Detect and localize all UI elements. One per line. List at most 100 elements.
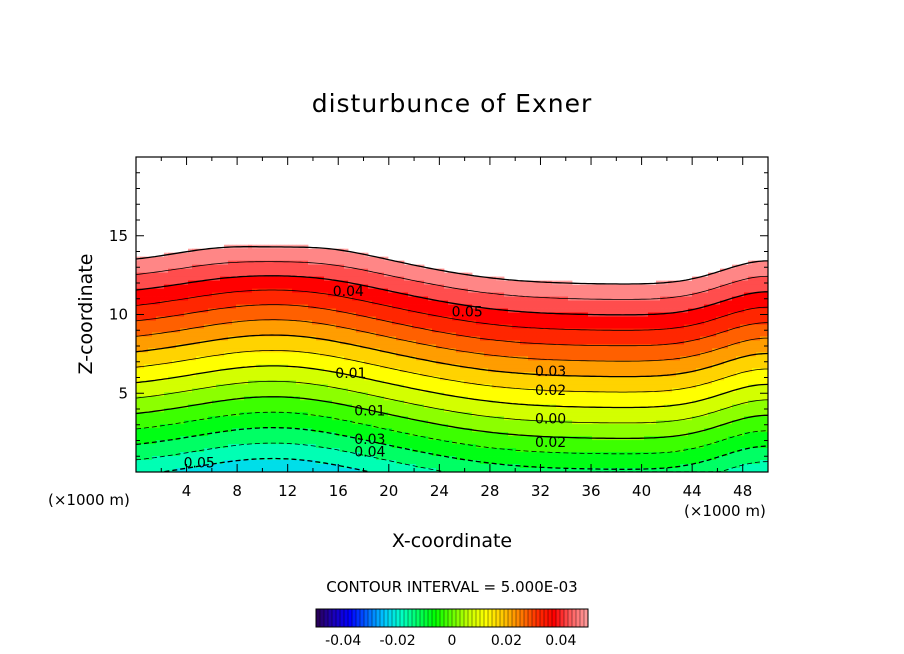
contour-fill-cell	[752, 360, 757, 365]
contour-fill-cell	[488, 380, 493, 385]
contour-fill-cell	[372, 324, 377, 329]
contour-fill-cell	[532, 304, 537, 309]
contour-fill-cell	[524, 312, 529, 317]
contour-fill-cell	[272, 360, 277, 365]
contour-fill-cell	[196, 288, 201, 293]
contour-fill-cell	[284, 280, 289, 285]
contour-fill-cell	[284, 356, 289, 361]
contour-fill-cell	[300, 344, 305, 349]
contour-fill-cell	[628, 332, 633, 337]
contour-fill-cell	[240, 348, 245, 353]
contour-fill-cell	[372, 288, 377, 293]
contour-fill-cell	[568, 308, 573, 313]
contour-fill-cell	[264, 336, 269, 341]
contour-fill-cell	[408, 352, 413, 357]
contour-fill-cell	[404, 308, 409, 313]
contour-fill-cell	[596, 340, 601, 345]
contour-fill-cell	[160, 304, 165, 309]
contour-fill-cell	[628, 336, 633, 341]
contour-fill-cell	[240, 340, 245, 345]
contour-fill-cell	[568, 364, 573, 369]
contour-fill-cell	[452, 356, 457, 361]
contour-fill-cell	[184, 312, 189, 317]
contour-fill-cell	[408, 304, 413, 309]
contour-fill-cell	[564, 332, 569, 337]
contour-fill-cell	[632, 300, 637, 305]
contour-fill-cell	[512, 288, 517, 293]
contour-fill-cell	[476, 352, 481, 357]
contour-fill-cell	[292, 280, 297, 285]
contour-fill-cell	[508, 312, 513, 317]
contour-fill-cell	[440, 344, 445, 349]
contour-fill-cell	[756, 356, 761, 361]
contour-fill-cell	[700, 356, 705, 361]
contour-fill-cell	[272, 268, 277, 274]
contour-fill-cell	[684, 292, 689, 297]
contour-fill-cell	[620, 376, 625, 381]
contour-fill-cell	[472, 276, 477, 282]
contour-fill-cell	[760, 364, 765, 369]
contour-fill-cell	[268, 304, 273, 309]
contour-fill-cell	[572, 380, 577, 385]
contour-fill-cell	[148, 344, 153, 349]
contour-fill-cell	[456, 320, 461, 325]
contour-fill-cell	[696, 328, 701, 333]
contour-fill-cell	[272, 280, 277, 285]
contour-fill-cell	[648, 376, 653, 381]
contour-fill-cell	[308, 356, 313, 361]
contour-fill-cell	[152, 276, 157, 282]
contour-fill-cell	[312, 328, 317, 333]
contour-fill-cell	[296, 248, 301, 254]
contour-fill-cell	[292, 264, 297, 270]
contour-fill-cell	[188, 288, 193, 293]
contour-fill-cell	[452, 304, 457, 309]
contour-fill-cell	[460, 368, 465, 373]
contour-fill-cell	[344, 360, 349, 365]
contour-fill-cell	[292, 332, 297, 337]
contour-fill-cell	[580, 348, 585, 353]
contour-fill-cell	[572, 292, 577, 297]
contour-fill-cell	[664, 312, 669, 317]
contour-fill-cell	[712, 296, 717, 301]
contour-fill-cell	[160, 388, 165, 393]
contour-fill-cell	[584, 384, 589, 389]
contour-fill-cell	[632, 368, 637, 373]
contour-fill-cell	[536, 364, 541, 369]
contour-fill-cell	[504, 352, 509, 357]
contour-fill-cell	[180, 260, 185, 266]
contour-fill-cell	[604, 304, 609, 309]
contour-fill-cell	[416, 340, 421, 345]
contour-fill-cell	[652, 380, 657, 385]
contour-fill-cell	[464, 360, 469, 365]
contour-fill-cell	[236, 252, 241, 258]
contour-fill-cell	[440, 320, 445, 325]
contour-fill-cell	[324, 248, 329, 254]
contour-fill-cell	[508, 304, 513, 309]
contour-fill-cell	[732, 300, 737, 305]
contour-fill-cell	[656, 360, 661, 365]
contour-fill-cell	[352, 360, 357, 365]
contour-fill-cell	[224, 324, 229, 329]
contour-fill-cell	[484, 364, 489, 369]
contour-fill-cell	[432, 360, 437, 365]
contour-fill-cell	[352, 280, 357, 285]
contour-fill-cell	[328, 248, 333, 254]
contour-fill-cell	[384, 280, 389, 285]
contour-fill-cell	[500, 352, 505, 357]
contour-fill-cell	[296, 372, 301, 377]
contour-fill-cell	[276, 360, 281, 365]
contour-fill-cell	[224, 388, 229, 393]
contour-fill-cell	[680, 384, 685, 389]
contour-fill-cell	[284, 296, 289, 301]
contour-fill-cell	[144, 300, 149, 305]
contour-fill-cell	[200, 308, 205, 313]
contour-fill-cell	[640, 356, 645, 361]
contour-fill-cell	[192, 320, 197, 325]
contour-fill-cell	[348, 252, 353, 258]
contour-fill-cell	[644, 356, 649, 361]
contour-fill-cell	[412, 300, 417, 305]
contour-fill-cell	[232, 268, 237, 274]
contour-fill-cell	[424, 380, 429, 385]
contour-fill-cell	[276, 264, 281, 270]
contour-fill-cell	[408, 360, 413, 365]
